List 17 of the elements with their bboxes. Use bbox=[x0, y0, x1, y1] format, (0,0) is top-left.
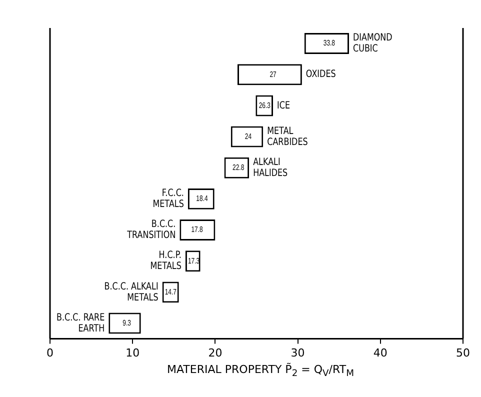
x-tick-label: 10 bbox=[126, 346, 140, 360]
y-tick-label: ALKALI HALIDES bbox=[253, 157, 288, 180]
x-tick-label: 20 bbox=[208, 346, 222, 360]
x-tick-label: 0 bbox=[46, 346, 54, 360]
y-tick-label: B.C.C. TRANSITION bbox=[126, 219, 176, 242]
y-tick-label: OXIDES bbox=[306, 69, 336, 81]
x-tick-label: 40 bbox=[373, 346, 388, 360]
y-tick-label: B.C.C. ALKALI METALS bbox=[104, 282, 159, 304]
y-tick-label: ICE bbox=[277, 100, 290, 112]
y-tick-label: F.C.C. METALS bbox=[152, 188, 184, 210]
x-tick-label: 50 bbox=[456, 346, 470, 360]
y-tick-label: H.C.P. METALS bbox=[150, 250, 182, 273]
y-tick-label: DIAMOND CUBIC bbox=[353, 32, 392, 55]
x-tick-label: 30 bbox=[290, 346, 305, 360]
y-tick-label: B.C.C. RARE EARTH bbox=[56, 312, 105, 335]
x-axis-title: MATERIAL PROPERTY P̃$_{2}$ = Q$_{V}$/RT$_{M}$ bbox=[166, 363, 355, 380]
y-tick-label: METAL CARBIDES bbox=[267, 126, 308, 148]
